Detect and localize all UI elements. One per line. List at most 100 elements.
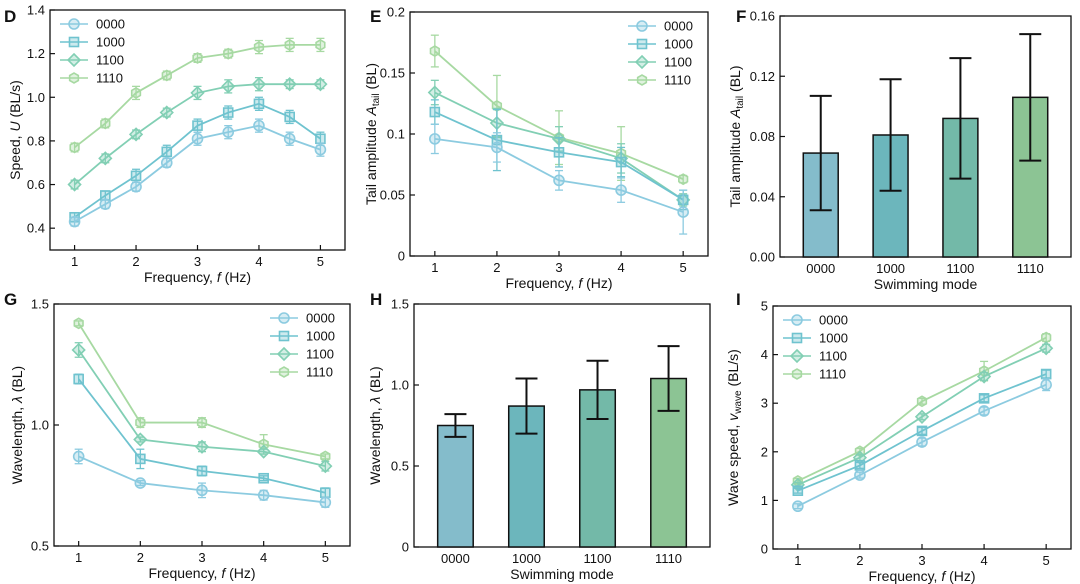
y-axis-label-part: (BL) — [9, 366, 25, 396]
series-0000 — [429, 123, 689, 235]
y-axis-label-part: A — [727, 109, 743, 119]
x-axis-label-part: Frequency, — [505, 275, 578, 291]
y-axis-label-part: tail — [371, 93, 382, 106]
chart-I: 0 1 2 3 4 5 1 2 3 4 5 Frequency, f (Hz) Wave speed, … — [725, 290, 1072, 584]
data-point — [282, 77, 297, 92]
y-axis-label: Wavelength, λ (BL) — [367, 366, 383, 484]
y-tick-label: 0.00 — [750, 250, 775, 265]
legend-marker — [278, 366, 290, 378]
x-tick-label: 5 — [680, 260, 687, 275]
x-tick-label: 2 — [493, 260, 500, 275]
data-point — [161, 69, 172, 82]
x-axis-label-part: Swimming mode — [510, 566, 614, 582]
legend-marker — [636, 38, 648, 50]
data-point — [315, 133, 326, 145]
series-0000 — [792, 378, 1052, 513]
y-tick-label: 0.4 — [27, 221, 45, 236]
data-point — [135, 453, 146, 465]
x-tick-label: 1 — [794, 553, 801, 568]
y-tick-label: 1.5 — [31, 297, 49, 312]
legend-label: 0000 — [819, 313, 848, 328]
data-point — [615, 184, 627, 196]
data-point — [258, 472, 269, 484]
data-point — [160, 156, 173, 169]
y-axis-label: Tail amplitude Atail (BL) — [363, 63, 382, 205]
legend-label: 0000 — [664, 19, 693, 34]
legend-label: 0000 — [306, 311, 335, 326]
data-point — [253, 119, 265, 132]
legend-label: 1000 — [96, 35, 125, 50]
x-axis-label-part: f — [221, 565, 227, 581]
chart-H: 0 0.5 1.0 1.5 0000 1000 1100 1110 Swimming mode W… — [367, 290, 711, 582]
y-axis-label-part: Speed, — [7, 132, 23, 180]
legend-marker — [634, 54, 650, 70]
y-tick-label: 0.04 — [750, 189, 775, 204]
series-1110 — [69, 37, 326, 154]
data-point — [100, 117, 111, 130]
y-axis-label-part: Tail amplitude — [727, 118, 743, 208]
panel-letter: F — [736, 7, 746, 26]
legend-label: 1100 — [819, 349, 847, 364]
legend-marker — [68, 72, 80, 84]
series-0000 — [68, 118, 327, 228]
y-tick-label: 0.1 — [387, 127, 405, 142]
data-point — [318, 459, 333, 474]
y-tick-label: 4 — [761, 347, 768, 362]
series-1000 — [69, 96, 326, 223]
x-axis-label-part: (Hz) — [225, 565, 255, 581]
data-point — [192, 52, 203, 64]
data-point — [67, 177, 82, 192]
x-tick-label: 3 — [194, 254, 201, 269]
data-point — [73, 373, 84, 385]
data-point — [192, 120, 203, 131]
legend-marker — [791, 314, 803, 326]
legend-marker — [278, 330, 290, 342]
plot-frame — [413, 303, 711, 548]
y-axis-label-part: λ — [9, 396, 25, 404]
data-point — [553, 147, 565, 158]
y-tick-label: 0.12 — [750, 69, 775, 84]
data-point — [916, 436, 928, 448]
panel-letter: G — [4, 290, 17, 309]
data-point — [313, 77, 328, 92]
data-point — [222, 126, 235, 138]
x-axis-label-part: Frequency, — [144, 269, 217, 285]
legend-marker — [791, 332, 803, 344]
x-axis-label-part: Frequency, — [868, 568, 941, 584]
data-point — [222, 107, 234, 118]
data-point — [221, 79, 236, 94]
legend-label: 1000 — [306, 329, 335, 344]
legend-marker — [278, 312, 290, 324]
legend-label: 1100 — [96, 53, 124, 68]
y-axis-label-part: λ — [367, 397, 383, 405]
y-axis-label-part: Wavelength, — [9, 403, 25, 484]
data-point — [429, 45, 440, 57]
data-point — [976, 369, 992, 384]
legend-label: 1110 — [819, 367, 846, 382]
y-axis-label: Speed, U (BL/s) — [7, 80, 23, 180]
y-tick-label: 1.0 — [391, 378, 409, 393]
legend-marker — [789, 348, 805, 364]
y-tick-label: 1.0 — [31, 418, 49, 433]
legend-marker — [68, 36, 80, 48]
series-1100 — [67, 76, 328, 192]
legend-marker — [68, 18, 80, 30]
x-axis-label-part: (Hz) — [582, 275, 612, 291]
y-axis-label-part: (BL/s) — [7, 80, 23, 121]
y-tick-label: 0.8 — [27, 133, 45, 148]
series-1100 — [71, 342, 333, 474]
x-tick-label: 1 — [71, 254, 78, 269]
x-axis-label: Frequency, f (Hz) — [868, 568, 975, 584]
x-tick-label: 1100 — [946, 261, 974, 276]
x-tick-label: 1110 — [655, 551, 682, 566]
legend: 0000 1000 1100 1110 — [270, 311, 335, 380]
data-point — [135, 416, 146, 429]
series-1000 — [792, 368, 1052, 496]
x-axis-label: Swimming mode — [874, 276, 978, 292]
data-point — [98, 151, 113, 166]
data-point — [678, 173, 689, 186]
data-point — [854, 469, 866, 481]
x-axis-label-part: (Hz) — [221, 269, 251, 285]
data-point — [427, 85, 442, 100]
